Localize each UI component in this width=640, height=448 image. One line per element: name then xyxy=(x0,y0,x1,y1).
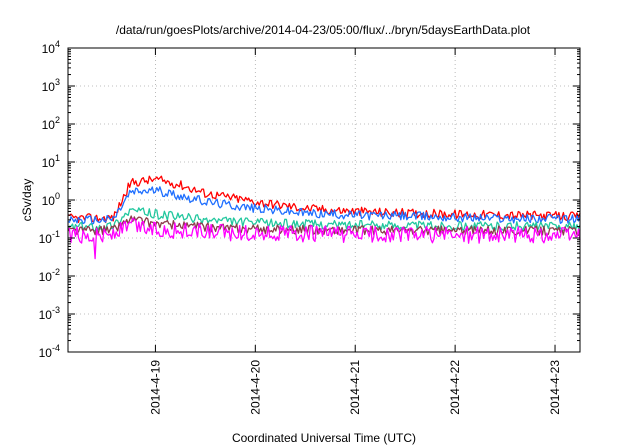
x-axis: 2014-4-19 2014-4-20 2014-4-21 2014-4-22 2014… xyxy=(148,48,562,415)
y-tick-label: 10-1 xyxy=(39,229,60,246)
y-tick-label: 10-2 xyxy=(39,267,60,284)
x-tick-label: 2014-4-23 xyxy=(548,360,562,415)
x-tick-label: 2014-4-19 xyxy=(148,360,162,415)
y-tick-label: 10-3 xyxy=(39,305,60,322)
x-tick-label: 2014-4-22 xyxy=(448,360,462,415)
grid xyxy=(68,48,580,352)
y-tick-label: 101 xyxy=(42,153,60,170)
y-tick-label: 104 xyxy=(42,39,60,56)
chart-title: /data/run/goesPlots/archive/2014-04-23/0… xyxy=(116,23,531,37)
y-tick-label: 100 xyxy=(42,191,60,208)
series-line xyxy=(67,217,581,260)
x-tick-label: 2014-4-21 xyxy=(348,360,362,415)
y-axis-label: cSv/day xyxy=(20,179,34,222)
y-tick-label: 103 xyxy=(42,77,60,94)
series-layer xyxy=(67,175,581,260)
series-line xyxy=(67,186,581,225)
y-tick-label: 10-4 xyxy=(39,343,60,360)
x-axis-label: Coordinated Universal Time (UTC) xyxy=(232,431,416,445)
y-axis: 10-4 10-3 10-2 10-1 100 101 102 103 104 xyxy=(39,39,580,360)
x-tick-label: 2014-4-20 xyxy=(248,360,262,415)
y-tick-label: 102 xyxy=(42,115,60,132)
